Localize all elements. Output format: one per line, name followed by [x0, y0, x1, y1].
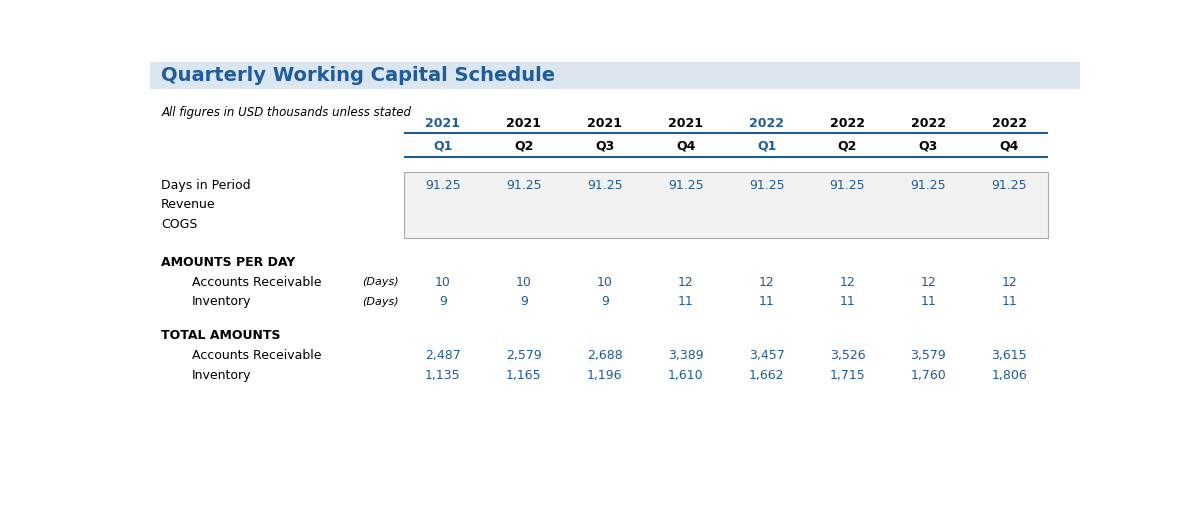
Text: 11: 11	[758, 296, 774, 308]
Text: (Days): (Days)	[362, 297, 398, 307]
Text: (Days): (Days)	[362, 277, 398, 287]
Text: 91.25: 91.25	[911, 179, 947, 192]
Text: 3,457: 3,457	[749, 349, 785, 362]
Text: 11: 11	[920, 296, 936, 308]
Text: Accounts Receivable: Accounts Receivable	[192, 349, 322, 362]
Text: Q3: Q3	[595, 139, 614, 152]
Text: 3,389: 3,389	[668, 349, 703, 362]
FancyBboxPatch shape	[404, 173, 1048, 238]
Text: 11: 11	[1002, 296, 1018, 308]
Text: AMOUNTS PER DAY: AMOUNTS PER DAY	[161, 256, 295, 269]
Text: 1,662: 1,662	[749, 369, 785, 382]
Text: Q1: Q1	[757, 139, 776, 152]
Text: Days in Period: Days in Period	[161, 179, 251, 192]
Text: 11: 11	[678, 296, 694, 308]
Text: 11: 11	[840, 296, 856, 308]
Text: 3,579: 3,579	[911, 349, 947, 362]
Text: 1,760: 1,760	[911, 369, 947, 382]
Text: COGS: COGS	[161, 218, 198, 231]
Text: 12: 12	[920, 276, 936, 289]
Text: 91.25: 91.25	[991, 179, 1027, 192]
Text: Inventory: Inventory	[192, 369, 251, 382]
Text: 2,688: 2,688	[587, 349, 623, 362]
Text: 9: 9	[520, 296, 528, 308]
Text: 1,610: 1,610	[668, 369, 703, 382]
Text: Revenue: Revenue	[161, 198, 216, 211]
Text: 2021: 2021	[587, 117, 623, 130]
Text: 91.25: 91.25	[749, 179, 785, 192]
Text: Q4: Q4	[1000, 139, 1019, 152]
Text: 1,196: 1,196	[587, 369, 623, 382]
Text: 91.25: 91.25	[829, 179, 865, 192]
Text: Q3: Q3	[919, 139, 938, 152]
Text: 2022: 2022	[992, 117, 1027, 130]
FancyBboxPatch shape	[150, 62, 1080, 89]
Text: 10: 10	[436, 276, 451, 289]
Text: 9: 9	[601, 296, 608, 308]
Text: 12: 12	[840, 276, 856, 289]
Text: 2022: 2022	[749, 117, 784, 130]
Text: 91.25: 91.25	[425, 179, 461, 192]
Text: All figures in USD thousands unless stated: All figures in USD thousands unless stat…	[161, 106, 412, 119]
Text: 2022: 2022	[830, 117, 865, 130]
Text: 1,715: 1,715	[829, 369, 865, 382]
Text: TOTAL AMOUNTS: TOTAL AMOUNTS	[161, 329, 281, 342]
Text: 2022: 2022	[911, 117, 946, 130]
Text: 12: 12	[1002, 276, 1018, 289]
Text: 1,135: 1,135	[425, 369, 461, 382]
Text: 12: 12	[678, 276, 694, 289]
Text: 2021: 2021	[426, 117, 461, 130]
Text: 3,526: 3,526	[829, 349, 865, 362]
Text: 3,615: 3,615	[991, 349, 1027, 362]
Text: 10: 10	[596, 276, 613, 289]
Text: Inventory: Inventory	[192, 296, 251, 308]
Text: 2,487: 2,487	[425, 349, 461, 362]
Text: 2021: 2021	[668, 117, 703, 130]
Text: Q2: Q2	[514, 139, 534, 152]
Text: 12: 12	[758, 276, 774, 289]
Text: 10: 10	[516, 276, 532, 289]
Text: 91.25: 91.25	[587, 179, 623, 192]
Text: 2,579: 2,579	[506, 349, 541, 362]
Text: 9: 9	[439, 296, 446, 308]
Text: 91.25: 91.25	[668, 179, 703, 192]
Text: Quarterly Working Capital Schedule: Quarterly Working Capital Schedule	[161, 66, 556, 85]
Text: Q1: Q1	[433, 139, 452, 152]
Text: 91.25: 91.25	[506, 179, 541, 192]
Text: 1,806: 1,806	[991, 369, 1027, 382]
Text: Q2: Q2	[838, 139, 857, 152]
Text: 2021: 2021	[506, 117, 541, 130]
Text: Q4: Q4	[676, 139, 695, 152]
Text: Accounts Receivable: Accounts Receivable	[192, 276, 322, 289]
Text: 1,165: 1,165	[506, 369, 541, 382]
